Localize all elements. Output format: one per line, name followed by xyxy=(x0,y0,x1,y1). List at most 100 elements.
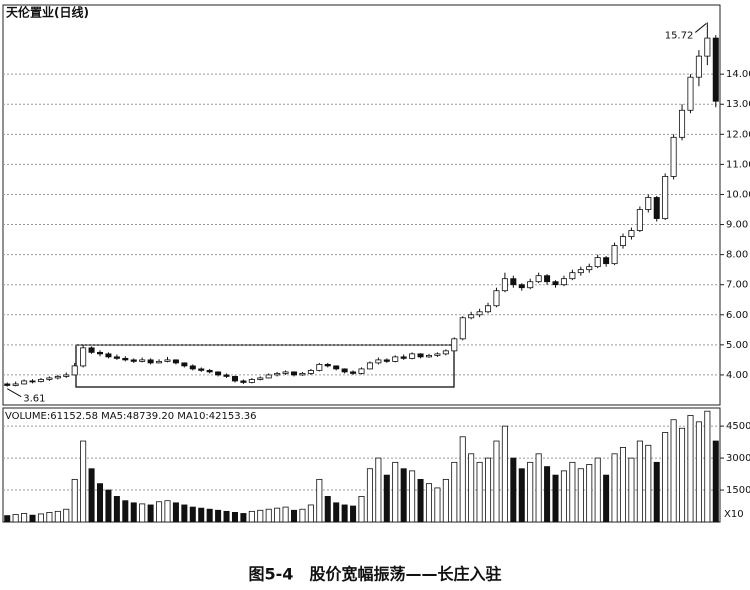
candle-body xyxy=(282,371,289,374)
candle-body xyxy=(46,377,53,380)
candle-body xyxy=(594,257,601,268)
volume-bar xyxy=(375,457,382,523)
y-tick-label: 12.00 xyxy=(726,129,750,140)
candle-body xyxy=(215,371,222,376)
low-annotation: 3.61 xyxy=(23,394,45,405)
volume-bar xyxy=(350,505,357,523)
volume-bar xyxy=(586,464,593,523)
volume-bar xyxy=(417,478,424,523)
y-tick-label: 7.00 xyxy=(726,280,748,291)
y-tick-label: 5.00 xyxy=(726,340,748,351)
candle-body xyxy=(569,272,576,280)
volume-bar xyxy=(274,507,281,523)
candle-body xyxy=(240,380,247,383)
volume-bar xyxy=(400,468,407,523)
y-tick-label: 45000 xyxy=(726,421,750,432)
volume-bar xyxy=(687,415,694,523)
candle-body xyxy=(375,359,382,364)
candle-body xyxy=(392,356,399,362)
y-tick-label: 6.00 xyxy=(726,310,748,321)
candle-body xyxy=(198,368,205,371)
consolidation-box xyxy=(75,344,455,388)
volume-bar xyxy=(189,506,196,523)
candle-body xyxy=(223,374,230,377)
volume-bar xyxy=(63,508,70,523)
volume-bar xyxy=(527,461,534,523)
volume-bar xyxy=(172,502,179,523)
high-annotation: 15.72 xyxy=(665,30,694,41)
candle-body xyxy=(172,359,179,364)
candle-body xyxy=(147,359,154,364)
volume-unit: X10 xyxy=(724,509,744,520)
candle-body xyxy=(164,359,171,362)
volume-bar xyxy=(122,500,129,523)
candle-body xyxy=(189,365,196,370)
candle-body xyxy=(265,374,272,379)
candle-body xyxy=(535,275,542,283)
candle-body xyxy=(307,370,314,374)
volume-bar xyxy=(442,478,449,523)
volume-bar xyxy=(366,468,373,523)
price-frame xyxy=(2,4,721,406)
candle-body xyxy=(704,37,711,57)
volume-bar xyxy=(662,432,669,523)
volume-bar xyxy=(670,419,677,523)
candle-body xyxy=(459,317,466,340)
candle-body xyxy=(156,360,163,364)
candle-body xyxy=(510,278,517,286)
candle-body xyxy=(316,363,323,371)
volume-bar xyxy=(54,510,61,523)
volume-bar xyxy=(594,457,601,523)
candle-body xyxy=(299,373,306,376)
candle-body xyxy=(425,354,432,358)
y-tick-label: 9.00 xyxy=(726,220,748,231)
volume-bar xyxy=(603,474,610,523)
volume-bar xyxy=(198,507,205,523)
volume-bar xyxy=(434,487,441,523)
candle-body xyxy=(501,278,508,292)
volume-bar xyxy=(215,509,222,523)
volume-bar xyxy=(560,470,567,523)
y-tick-label: 10.00 xyxy=(726,189,750,200)
candle-body xyxy=(636,209,643,231)
volume-bar xyxy=(80,440,87,523)
volume-bar xyxy=(248,510,255,523)
volume-bar xyxy=(299,508,306,523)
y-tick-label: 8.00 xyxy=(726,250,748,261)
candle-body xyxy=(619,236,627,247)
candle-body xyxy=(662,176,669,219)
volume-bar xyxy=(147,504,154,523)
candle-body xyxy=(358,368,365,374)
volume-bar xyxy=(485,457,492,523)
volume-bar xyxy=(307,504,314,523)
candle-body xyxy=(71,365,78,376)
volume-bar xyxy=(459,436,466,523)
y-tick-label: 4.00 xyxy=(726,370,748,381)
y-tick-label: 30000 xyxy=(726,453,750,464)
volume-bar xyxy=(552,474,559,523)
candle-body xyxy=(383,359,390,362)
volume-bar xyxy=(611,453,618,523)
candle-body xyxy=(105,353,112,358)
volume-bar xyxy=(37,513,44,523)
volume-bar xyxy=(645,444,652,523)
candle-body xyxy=(350,371,357,374)
candle-body xyxy=(611,245,618,265)
candle-body xyxy=(712,37,719,102)
volume-bar xyxy=(392,461,399,523)
candle-body xyxy=(493,290,500,307)
volume-bar xyxy=(628,457,635,523)
volume-bar xyxy=(29,514,36,523)
candle-body xyxy=(577,269,584,274)
candle-body xyxy=(586,266,593,271)
candle-body xyxy=(274,373,281,376)
volume-bar xyxy=(231,512,238,523)
volume-bar xyxy=(291,509,298,523)
volume-bar xyxy=(341,504,348,523)
volume-bar xyxy=(4,515,11,523)
annotation-arrow xyxy=(6,388,22,398)
volume-bar xyxy=(451,461,458,523)
candle-body xyxy=(63,374,70,377)
candle-body xyxy=(122,357,129,361)
candle-body xyxy=(552,281,559,286)
